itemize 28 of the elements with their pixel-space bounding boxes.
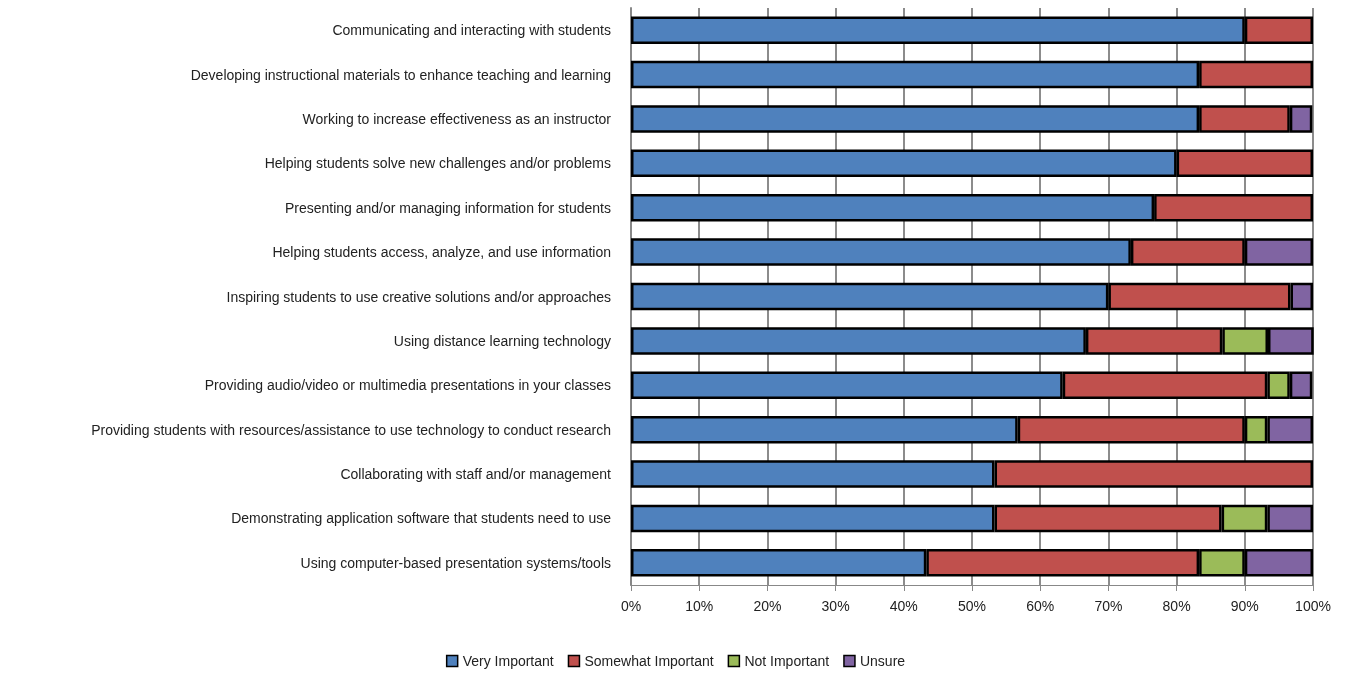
y-tick-label: Communicating and interacting with students bbox=[332, 22, 611, 39]
x-tick-label: 90% bbox=[1230, 598, 1259, 614]
x-tick-label: 10% bbox=[685, 598, 714, 614]
y-tick-label: Helping students access, analyze, and use information bbox=[272, 244, 611, 261]
y-tick-label: Demonstrating application software that students need to use bbox=[231, 510, 612, 527]
y-tick-label: Inspiring students to use creative solutions and/or approaches bbox=[226, 288, 611, 305]
y-tick-label: Presenting and/or managing information for students bbox=[284, 199, 611, 216]
x-tick-label: 30% bbox=[821, 598, 850, 614]
x-tick-label: 70% bbox=[1094, 598, 1123, 614]
y-tick-label: Developing instructional materials to enhance teaching and learning bbox=[190, 66, 611, 83]
legend-label: Unsure bbox=[859, 653, 906, 669]
y-tick-label: Providing students with resources/assistance to use technology to conduct research bbox=[91, 421, 611, 438]
x-tick-label: 0% bbox=[620, 598, 642, 614]
x-tick-label: 80% bbox=[1162, 598, 1191, 614]
x-tick-label: 40% bbox=[889, 598, 918, 614]
x-tick-label: 100% bbox=[1295, 598, 1331, 614]
y-tick-label: Providing audio/video or multimedia presentations in your classes bbox=[204, 377, 611, 394]
x-tick-label: 60% bbox=[1026, 598, 1055, 614]
x-tick-label: 50% bbox=[957, 598, 987, 614]
y-tick-label: Working to increase effectiveness as an instructor bbox=[302, 110, 612, 127]
legend-label: Very Important bbox=[462, 653, 554, 669]
y-tick-label: Collaborating with staff and/or management bbox=[340, 466, 612, 483]
x-tick-label: 20% bbox=[753, 598, 782, 614]
y-tick-label: Using distance learning technology bbox=[393, 332, 611, 349]
legend-label: Not Important bbox=[744, 653, 830, 669]
y-tick-label: Using computer-based presentation systems/tools bbox=[300, 554, 611, 571]
y-tick-label: Helping students solve new challenges and/or problems bbox=[264, 155, 611, 172]
legend-label: Somewhat Important bbox=[584, 653, 714, 669]
